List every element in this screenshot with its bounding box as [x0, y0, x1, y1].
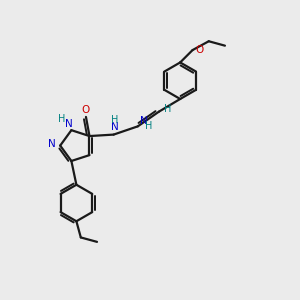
Text: O: O [82, 105, 90, 116]
Text: O: O [195, 45, 203, 55]
Text: N: N [48, 139, 56, 149]
Text: H: H [145, 121, 153, 131]
Text: H: H [111, 115, 119, 125]
Text: N: N [65, 119, 73, 129]
Text: H: H [58, 114, 66, 124]
Text: N: N [111, 122, 119, 132]
Text: H: H [164, 104, 171, 114]
Text: N: N [140, 116, 148, 126]
